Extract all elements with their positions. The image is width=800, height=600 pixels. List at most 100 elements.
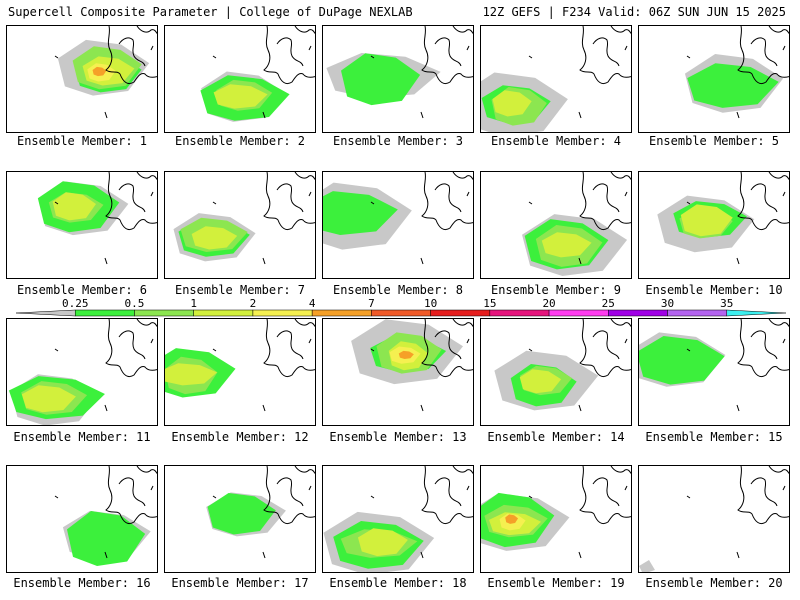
coastline	[579, 172, 631, 231]
coastline	[54, 485, 154, 559]
member-label: Ensemble Member: 12	[171, 430, 309, 444]
color-scale-tick-label: 0.5	[124, 297, 145, 310]
scp-field	[37, 172, 157, 265]
coastline	[421, 319, 473, 378]
coastline	[737, 466, 789, 525]
scp-contour	[207, 492, 276, 535]
scp-field	[200, 26, 315, 122]
color-scale-tick-label: 15	[483, 297, 497, 310]
scp-contour	[357, 528, 408, 557]
color-scale-bar	[15, 309, 787, 317]
color-scale-tick-label: 2	[249, 297, 257, 310]
member-label: Ensemble Member: 4	[490, 134, 622, 148]
scp-contour	[680, 204, 733, 237]
scp-contour	[505, 514, 519, 524]
member-label: Ensemble Member: 3	[332, 134, 464, 148]
scp-field	[481, 26, 631, 132]
coastline	[212, 338, 312, 412]
ensemble-member-map	[6, 318, 158, 426]
ensemble-member-map	[164, 318, 316, 426]
coastline	[105, 319, 157, 378]
coastline	[370, 191, 470, 265]
color-scale-tick-label: 25	[601, 297, 615, 310]
member-label: Ensemble Member: 14	[487, 430, 625, 444]
coastline	[528, 338, 628, 412]
coastline	[528, 45, 628, 119]
coastline	[105, 172, 157, 231]
coastline	[212, 485, 312, 559]
run-info: 12Z GEFS | F234 Valid: 06Z SUN JUN 15 20…	[482, 5, 786, 19]
member-label: Ensemble Member: 2	[174, 134, 306, 148]
scp-contour	[398, 350, 414, 359]
scp-contour	[341, 53, 421, 106]
ensemble-member-map	[164, 465, 316, 573]
color-scale-segment	[193, 309, 254, 317]
ensemble-member-map	[322, 25, 474, 133]
color-scale-segment	[608, 309, 668, 317]
coastline	[370, 485, 470, 559]
coastline	[421, 466, 473, 525]
coastline	[579, 466, 631, 525]
scp-field	[351, 319, 473, 412]
coastline	[54, 191, 154, 265]
member-label: Ensemble Member: 5	[648, 134, 780, 148]
scp-field	[173, 172, 315, 265]
coastline	[528, 191, 628, 265]
ensemble-member-map	[164, 25, 316, 133]
member-label: Ensemble Member: 18	[329, 576, 467, 590]
scp-field	[481, 466, 631, 559]
scp-field	[8, 319, 157, 425]
scp-contour	[323, 191, 398, 236]
scp-field	[54, 26, 157, 119]
ensemble-member-map	[164, 171, 316, 279]
coastline	[263, 466, 315, 525]
scp-field	[639, 319, 789, 412]
coastline	[105, 466, 157, 525]
member-label: Ensemble Member: 13	[329, 430, 467, 444]
member-label: Ensemble Member: 8	[332, 283, 464, 297]
member-label: Ensemble Member: 20	[645, 576, 783, 590]
ensemble-member-map	[480, 25, 632, 133]
scp-contour	[165, 363, 218, 386]
scp-contour	[52, 192, 97, 221]
scp-field	[165, 319, 315, 412]
coastline	[737, 172, 789, 231]
map-title: Supercell Composite Parameter | College …	[8, 5, 413, 19]
color-scale-segment	[548, 309, 609, 317]
color-scale-segment	[252, 309, 313, 317]
scp-field	[323, 172, 473, 265]
color-scale-segment	[74, 309, 135, 317]
coastline	[737, 319, 789, 378]
scp-contour	[191, 226, 238, 250]
member-label: Ensemble Member: 11	[13, 430, 151, 444]
color-scale-tick-label: 30	[660, 297, 675, 310]
ensemble-member-map	[638, 171, 790, 279]
coastline	[686, 191, 786, 265]
coastline	[686, 45, 786, 119]
coastline	[212, 45, 312, 119]
coastline	[212, 191, 312, 265]
ensemble-member-map	[322, 171, 474, 279]
member-label: Ensemble Member: 15	[645, 430, 783, 444]
coastline	[54, 45, 154, 119]
coastline	[686, 338, 786, 412]
scp-contour	[492, 90, 532, 117]
scp-field	[657, 172, 789, 265]
coastline	[54, 338, 154, 412]
member-label: Ensemble Member: 7	[174, 283, 306, 297]
color-scale-segment	[430, 309, 491, 317]
member-label: Ensemble Member: 16	[13, 576, 151, 590]
scp-contour	[21, 385, 76, 413]
scp-field	[494, 319, 631, 412]
color-scale-tick-label: 4	[308, 297, 316, 310]
scp-contour	[66, 510, 146, 567]
color-scale-tick-label: 35	[720, 297, 734, 310]
coastline	[421, 26, 473, 85]
coastline	[263, 172, 315, 231]
scp-contour	[213, 84, 268, 109]
color-scale-segment	[489, 309, 550, 317]
color-scale-tick-label: 20	[542, 297, 556, 310]
scp-contour	[541, 232, 592, 258]
color-scale-segment	[667, 309, 728, 317]
coastline	[737, 26, 789, 85]
